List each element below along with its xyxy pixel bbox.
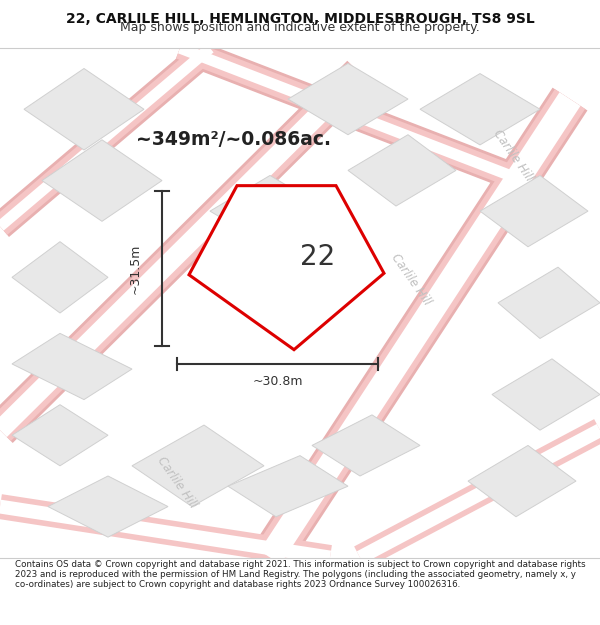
- Text: Contains OS data © Crown copyright and database right 2021. This information is : Contains OS data © Crown copyright and d…: [15, 559, 586, 589]
- Text: ~349m²/~0.086ac.: ~349m²/~0.086ac.: [137, 130, 331, 149]
- Polygon shape: [420, 74, 540, 145]
- Polygon shape: [189, 186, 384, 349]
- Polygon shape: [228, 456, 348, 517]
- Text: 22: 22: [301, 243, 335, 271]
- Text: 22, CARLILE HILL, HEMLINGTON, MIDDLESBROUGH, TS8 9SL: 22, CARLILE HILL, HEMLINGTON, MIDDLESBRO…: [65, 12, 535, 26]
- Polygon shape: [468, 446, 576, 517]
- Polygon shape: [312, 415, 420, 476]
- Text: Carlile Hill: Carlile Hill: [389, 252, 433, 308]
- Polygon shape: [12, 333, 132, 399]
- Polygon shape: [12, 405, 108, 466]
- Text: Carlile Hill: Carlile Hill: [491, 127, 535, 183]
- Text: Carlile Hill: Carlile Hill: [155, 454, 199, 511]
- Polygon shape: [42, 140, 162, 221]
- Polygon shape: [48, 476, 168, 537]
- Polygon shape: [348, 135, 456, 206]
- Polygon shape: [492, 359, 600, 430]
- Polygon shape: [24, 69, 144, 150]
- Text: ~31.5m: ~31.5m: [128, 243, 142, 294]
- Polygon shape: [132, 425, 264, 506]
- Polygon shape: [216, 252, 312, 313]
- Polygon shape: [288, 63, 408, 135]
- Text: ~30.8m: ~30.8m: [252, 375, 303, 388]
- Polygon shape: [480, 176, 588, 247]
- Polygon shape: [210, 176, 330, 247]
- Polygon shape: [12, 242, 108, 313]
- Polygon shape: [498, 267, 600, 339]
- Text: Map shows position and indicative extent of the property.: Map shows position and indicative extent…: [120, 21, 480, 34]
